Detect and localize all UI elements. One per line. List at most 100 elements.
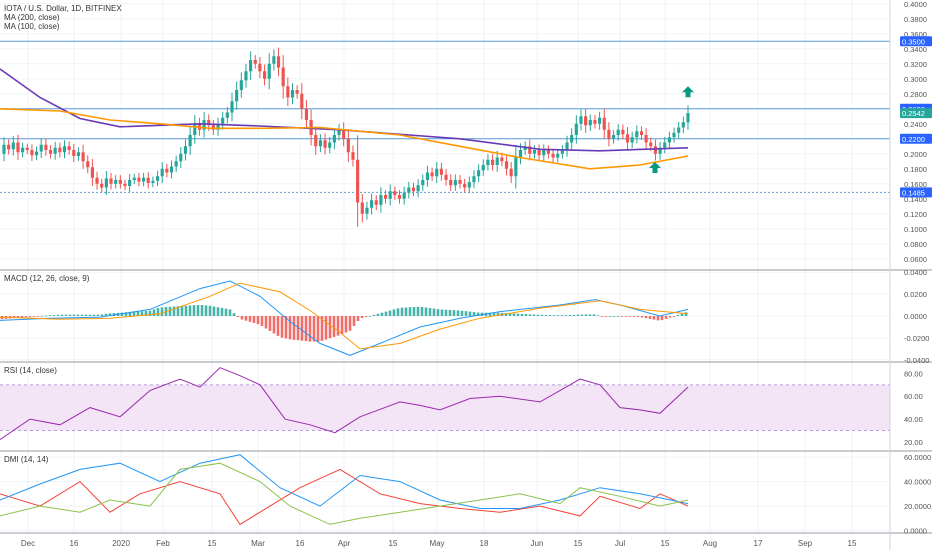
candle-body[interactable] — [2, 144, 6, 154]
candle-body[interactable] — [58, 147, 62, 153]
candle-body[interactable] — [207, 120, 211, 126]
candle-body[interactable] — [183, 146, 188, 154]
candle-body[interactable] — [16, 142, 20, 153]
candle-body[interactable] — [286, 86, 290, 98]
candle-body[interactable] — [109, 178, 113, 184]
candle-body[interactable] — [253, 60, 257, 64]
candle-body[interactable] — [39, 144, 43, 152]
price-panel[interactable]: IOTA / U.S. Dollar, 1D, BITFINEX MA (200… — [0, 3, 890, 260]
candle-body[interactable] — [467, 182, 471, 188]
candle-body[interactable] — [653, 146, 658, 154]
candle-body[interactable] — [625, 134, 630, 143]
candle-body[interactable] — [560, 150, 564, 154]
candle-body[interactable] — [100, 183, 104, 188]
candle-body[interactable] — [304, 108, 309, 120]
candle-body[interactable] — [616, 129, 620, 135]
candle-body[interactable] — [21, 147, 25, 153]
candle-body[interactable] — [34, 151, 39, 156]
candle-body[interactable] — [463, 183, 467, 188]
candle-body[interactable] — [249, 60, 253, 72]
candle-body[interactable] — [379, 195, 383, 205]
candle-body[interactable] — [532, 150, 537, 154]
candle-body[interactable] — [165, 168, 169, 173]
candle-body[interactable] — [449, 180, 453, 186]
candle-body[interactable] — [132, 177, 136, 180]
candle-body[interactable] — [239, 80, 243, 90]
candle-body[interactable] — [598, 117, 602, 124]
candle-body[interactable] — [672, 132, 676, 138]
candle-body[interactable] — [421, 180, 425, 186]
candle-body[interactable] — [72, 150, 76, 156]
candle-body[interactable] — [169, 166, 174, 173]
candle-body[interactable] — [635, 131, 639, 138]
price-axis[interactable]: 0.4000 0.3800 0.3600 0.3400 0.3200 0.3000 0.28… — [889, 0, 932, 550]
candle-body[interactable] — [570, 135, 574, 143]
time-axis[interactable]: Dec 16 2020 Feb 15 Mar 16 Apr 15 May 18 Jun 15 Jul 15 A… — [21, 539, 857, 548]
candle-body[interactable] — [262, 71, 267, 79]
candle-body[interactable] — [588, 120, 592, 126]
candle-body[interactable] — [346, 138, 350, 153]
candle-body[interactable] — [174, 161, 178, 167]
candle-body[interactable] — [332, 135, 336, 143]
candle-body[interactable] — [25, 147, 29, 150]
candle-body[interactable] — [365, 207, 369, 214]
candle-body[interactable] — [104, 178, 108, 188]
candle-body[interactable] — [658, 147, 662, 154]
candle-body[interactable] — [477, 170, 481, 177]
candle-body[interactable] — [490, 159, 495, 165]
candle-body[interactable] — [402, 192, 406, 199]
candle-body[interactable] — [472, 176, 476, 183]
candle-body[interactable] — [360, 202, 364, 214]
candle-body[interactable] — [356, 159, 360, 203]
candle-body[interactable] — [425, 172, 430, 181]
candle-body[interactable] — [230, 101, 234, 113]
candle-body[interactable] — [546, 150, 550, 154]
candle-body[interactable] — [81, 152, 85, 162]
candle-body[interactable] — [677, 127, 681, 133]
candle-body[interactable] — [621, 129, 625, 135]
candle-body[interactable] — [593, 120, 597, 124]
candle-body[interactable] — [90, 167, 94, 178]
candle-body[interactable] — [337, 129, 341, 135]
candle-body[interactable] — [551, 153, 555, 158]
candle-body[interactable] — [44, 144, 48, 150]
candle-body[interactable] — [374, 200, 378, 205]
candle-body[interactable] — [444, 174, 448, 180]
candle-body[interactable] — [565, 142, 569, 151]
candle-body[interactable] — [439, 168, 443, 175]
candlesticks[interactable] — [2, 47, 690, 227]
candle-body[interactable] — [244, 71, 248, 81]
candle-body[interactable] — [193, 123, 197, 135]
candle-body[interactable] — [216, 123, 220, 130]
candle-body[interactable] — [318, 140, 322, 147]
macd-panel[interactable]: MACD (12, 26, close, 9) — [0, 271, 890, 361]
candle-body[interactable] — [639, 131, 644, 135]
candle-body[interactable] — [495, 157, 499, 166]
candle-body[interactable] — [76, 152, 81, 156]
candle-body[interactable] — [7, 144, 11, 150]
candle-body[interactable] — [179, 153, 183, 162]
dmi-panel[interactable]: DMI (14, 14) — [0, 454, 890, 532]
candle-body[interactable] — [453, 180, 457, 186]
candle-body[interactable] — [663, 142, 667, 148]
candle-body[interactable] — [383, 195, 388, 199]
candle-body[interactable] — [11, 142, 15, 150]
candle-body[interactable] — [225, 112, 229, 118]
candle-body[interactable] — [602, 117, 606, 130]
candle-body[interactable] — [188, 135, 192, 147]
candle-body[interactable] — [281, 67, 285, 87]
candle-body[interactable] — [649, 142, 653, 147]
candle-body[interactable] — [300, 93, 304, 109]
candle-body[interactable] — [86, 161, 90, 168]
candle-body[interactable] — [351, 152, 355, 160]
candle-body[interactable] — [528, 146, 532, 154]
candle-body[interactable] — [114, 180, 118, 184]
candle-body[interactable] — [509, 168, 513, 177]
candle-body[interactable] — [123, 183, 127, 186]
horizontal-levels[interactable] — [0, 40, 890, 193]
candle-body[interactable] — [342, 129, 346, 139]
candle-body[interactable] — [160, 168, 164, 177]
candle-body[interactable] — [328, 142, 332, 148]
candle-body[interactable] — [221, 117, 225, 124]
candle-body[interactable] — [323, 140, 327, 148]
